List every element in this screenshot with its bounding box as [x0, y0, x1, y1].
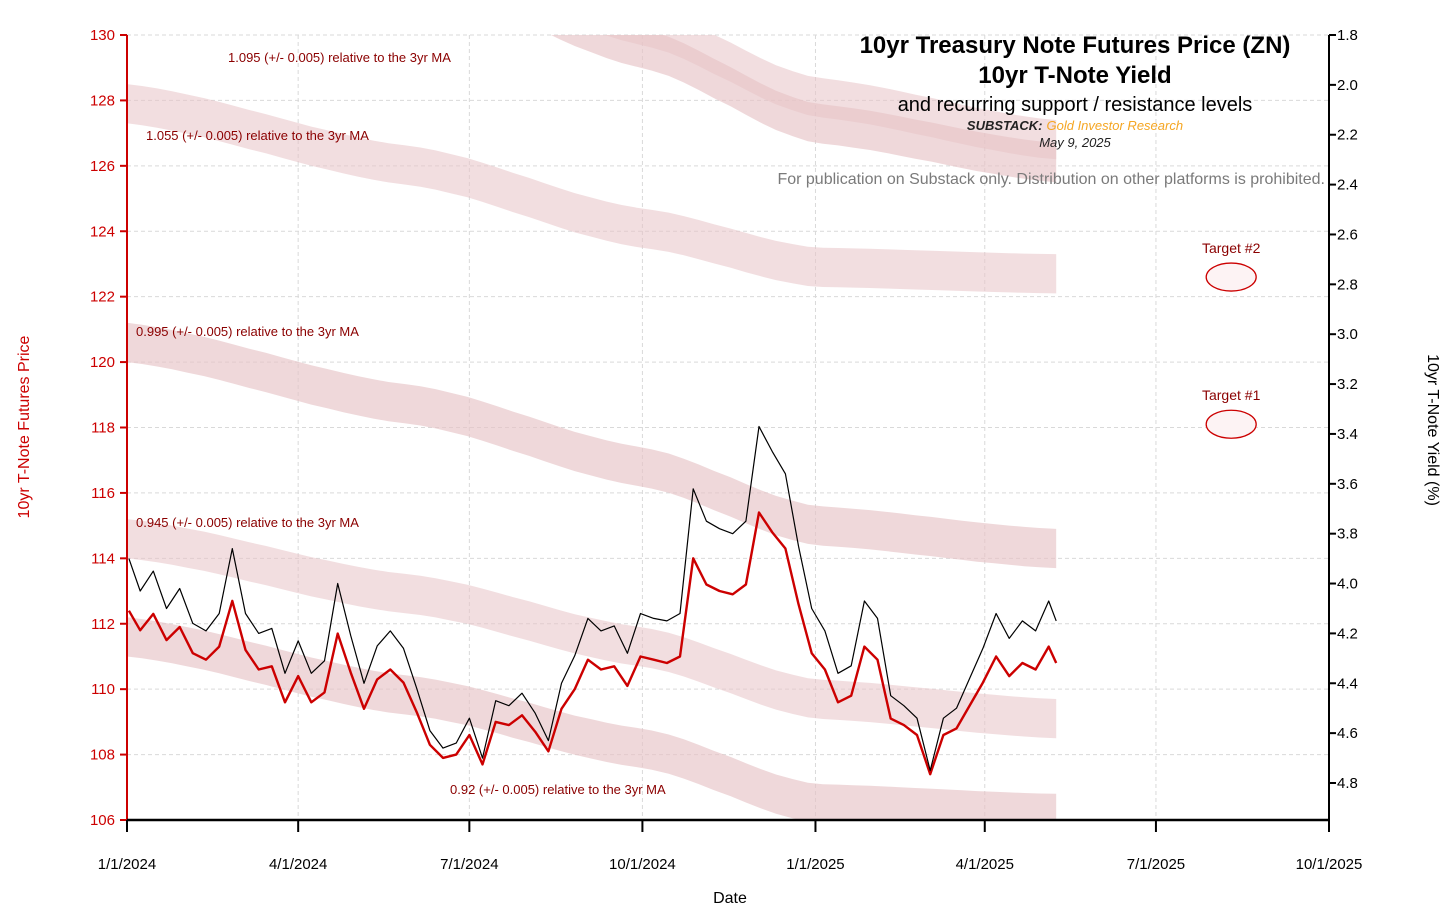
- right-tick-label-9: 3.6: [1337, 476, 1358, 493]
- source-name: Gold Investor Research: [1047, 118, 1184, 133]
- right-tick-label-6: 3.0: [1337, 326, 1358, 343]
- left-axis-label: 10yr T-Note Futures Price: [16, 335, 33, 518]
- series-line-1: [128, 425, 1057, 772]
- left-tick-label-6: 118: [91, 420, 115, 437]
- axes: 106 108 110 112 114 116 118 120 122 124 126 128 130 1…: [90, 27, 1362, 873]
- left-tick-label-12: 130: [90, 27, 115, 44]
- chart-date: May 9, 2025: [1039, 135, 1111, 150]
- x-tick-label-6: 7/1/2025: [1127, 856, 1185, 873]
- band-5: [127, 617, 1057, 820]
- targets: Target #2 Target #1: [1202, 240, 1261, 439]
- band-4: [127, 519, 1057, 739]
- target-marker-0: [1205, 262, 1257, 292]
- right-tick-label-12: 4.2: [1337, 625, 1358, 642]
- right-tick-label-3: 2.4: [1337, 177, 1358, 194]
- left-tick-label-7: 120: [90, 354, 115, 371]
- x-tick-label-2: 7/1/2024: [440, 856, 498, 873]
- target-label-0: Target #2: [1202, 240, 1261, 256]
- left-tick-label-11: 128: [90, 92, 115, 109]
- left-tick-label-10: 126: [90, 158, 115, 175]
- x-tick-label-3: 10/1/2024: [609, 856, 676, 873]
- left-tick-label-8: 122: [90, 289, 115, 306]
- band-label-5: 0.92 (+/- 0.005) relative to the 3yr MA: [450, 782, 666, 797]
- x-axis-label: Date: [713, 890, 747, 907]
- chart-title-line-2: 10yr T-Note Yield: [978, 62, 1171, 89]
- support-resistance-bands: [127, 35, 1057, 820]
- left-tick-label-5: 116: [91, 485, 115, 502]
- right-tick-label-2: 2.2: [1337, 127, 1358, 144]
- right-axis-label: 10yr T-Note Yield (%): [1424, 354, 1441, 506]
- band-1: [550, 35, 1057, 183]
- source-label: SUBSTACK:: [967, 118, 1043, 133]
- left-tick-label-2: 110: [91, 681, 115, 698]
- band-label-2: 1.055 (+/- 0.005) relative to the 3yr MA: [146, 128, 369, 143]
- right-tick-label-11: 4.0: [1337, 576, 1358, 593]
- x-tick-label-4: 1/1/2025: [786, 856, 844, 873]
- right-tick-label-7: 3.2: [1337, 376, 1358, 393]
- chart-title-line-1: 10yr Treasury Note Futures Price (ZN): [860, 32, 1291, 59]
- x-tick-label-7: 10/1/2025: [1296, 856, 1363, 873]
- right-tick-label-15: 4.8: [1337, 775, 1358, 792]
- chart-subtitle: and recurring support / resistance level…: [898, 94, 1253, 116]
- right-tick-label-10: 3.8: [1337, 526, 1358, 543]
- target-label-1: Target #1: [1202, 387, 1261, 403]
- band-label-0: 1.095 (+/- 0.005) relative to the 3yr MA: [228, 50, 451, 65]
- right-tick-label-1: 2.0: [1337, 77, 1358, 94]
- right-tick-label-4: 2.6: [1337, 226, 1358, 243]
- right-tick-label-5: 2.8: [1337, 276, 1358, 293]
- x-tick-label-5: 4/1/2025: [956, 856, 1014, 873]
- source-line: SUBSTACK: Gold Investor Research: [967, 118, 1183, 133]
- distribution-notice: For publication on Substack only. Distri…: [777, 171, 1325, 188]
- series-line-0: [127, 511, 1058, 776]
- left-tick-label-9: 124: [90, 223, 115, 240]
- x-tick-label-1: 4/1/2024: [269, 856, 327, 873]
- right-tick-label-0: 1.8: [1337, 27, 1358, 44]
- x-tick-label-0: 1/1/2024: [98, 856, 156, 873]
- left-tick-label-4: 114: [91, 550, 115, 567]
- right-tick-label-13: 4.4: [1337, 675, 1358, 692]
- band-2: [127, 84, 1057, 294]
- target-marker-1: [1205, 409, 1257, 439]
- left-tick-label-3: 112: [91, 616, 115, 633]
- series-lines: [127, 425, 1058, 776]
- band-3: [127, 322, 1057, 569]
- band-label-4: 0.945 (+/- 0.005) relative to the 3yr MA: [136, 515, 359, 530]
- right-tick-label-14: 4.6: [1337, 725, 1358, 742]
- left-tick-label-0: 106: [90, 812, 115, 829]
- band-label-3: 0.995 (+/- 0.005) relative to the 3yr MA: [136, 324, 359, 339]
- right-tick-label-8: 3.4: [1337, 426, 1358, 443]
- left-tick-label-1: 108: [90, 747, 115, 764]
